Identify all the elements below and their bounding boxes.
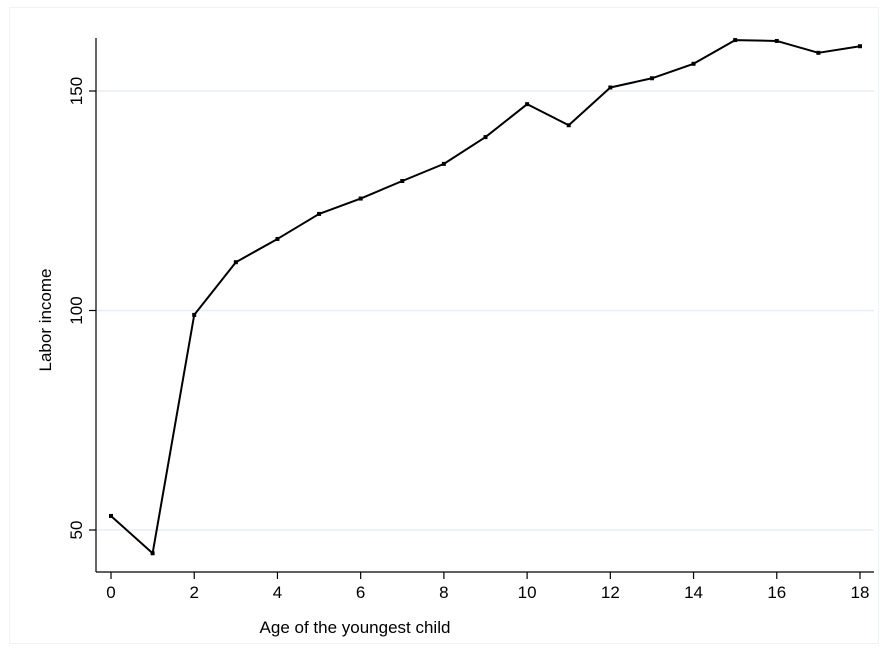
data-point — [109, 513, 113, 518]
data-point — [483, 135, 488, 140]
x-axis-title: Age of the youngest child — [260, 618, 451, 637]
data-point — [774, 38, 779, 43]
y-axis-title: Labor income — [36, 268, 55, 371]
x-tick-label: 8 — [439, 583, 448, 602]
x-tick-label: 16 — [767, 583, 786, 602]
data-point — [566, 123, 571, 128]
y-tick-label: 50 — [67, 521, 86, 540]
y-tick-label: 150 — [67, 77, 86, 105]
data-point — [275, 236, 280, 241]
data-point — [192, 312, 197, 317]
series-line — [110, 39, 861, 555]
data-point — [691, 61, 696, 66]
data-point — [358, 196, 363, 201]
data-point — [317, 211, 322, 216]
x-tick-label: 18 — [851, 583, 870, 602]
data-point — [150, 551, 155, 556]
x-tick-label: 10 — [518, 583, 537, 602]
x-tick-label: 4 — [273, 583, 282, 602]
data-point — [858, 44, 862, 49]
data-point — [608, 85, 613, 90]
y-tick-label: 100 — [67, 296, 86, 324]
x-tick-label: 0 — [106, 583, 115, 602]
x-tick-label: 14 — [684, 583, 703, 602]
chart-frame — [9, 7, 879, 644]
x-tick-label: 2 — [189, 583, 198, 602]
data-point — [649, 76, 654, 81]
data-point — [816, 50, 821, 55]
data-point — [525, 102, 530, 107]
x-tick-label: 6 — [356, 583, 365, 602]
data-point — [441, 161, 446, 166]
x-tick-label: 12 — [601, 583, 620, 602]
data-point — [733, 38, 738, 43]
data-point — [233, 260, 238, 265]
data-point — [400, 178, 405, 183]
